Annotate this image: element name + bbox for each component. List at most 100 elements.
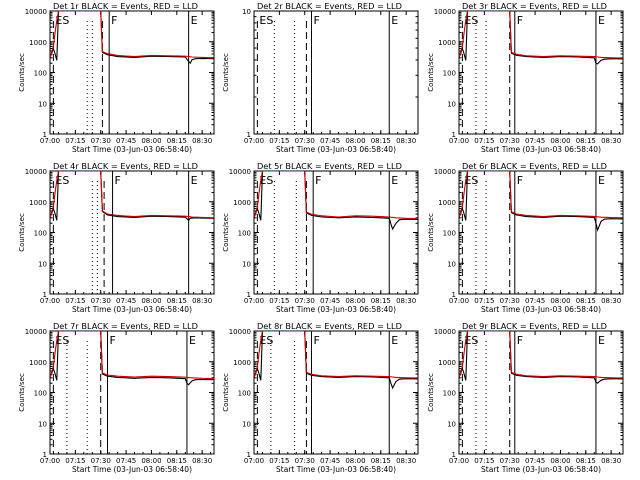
marker-label: ES [55, 334, 69, 347]
x-tick-label: 07:45 [525, 457, 545, 465]
x-tick-label: 07:15 [65, 297, 85, 305]
x-tick-label: 07:15 [65, 457, 85, 465]
x-axis-title: Start Time (03-Jun-03 06:58:40) [72, 145, 192, 154]
x-tick-label: 07:30 [91, 297, 111, 305]
y-tick-label: 10 [447, 260, 456, 268]
marker-label: F [517, 174, 523, 187]
marker-label: F [111, 14, 117, 27]
x-tick-label: 07:45 [525, 297, 545, 305]
marker-label: F [115, 174, 121, 187]
x-tick-label: 08:00 [345, 457, 365, 465]
x-tick-label: 08:00 [141, 137, 161, 145]
y-axis-title: Counts/sec [18, 213, 26, 252]
y-tick-label: 100 [443, 230, 456, 238]
x-tick-label: 07:00 [449, 137, 469, 145]
x-tick-label: 08:15 [576, 457, 596, 465]
y-tick-label: 1 [247, 451, 251, 459]
panel-title: Det 2r BLACK = Events, RED = LLD [257, 1, 402, 11]
det-panel-7: Det 7r BLACK = Events, RED = LLD 07:00 07:… [18, 321, 215, 474]
marker-label: F [313, 14, 319, 27]
x-tick-label: 07:00 [449, 457, 469, 465]
series-line-lld [254, 171, 418, 220]
marker-label: ES [259, 334, 273, 347]
plot-frame [49, 170, 215, 295]
plot-frame [458, 330, 624, 455]
x-tick-label: 08:30 [396, 297, 416, 305]
y-axis-title: Counts/sec [427, 213, 435, 252]
x-tick-label: 08:00 [345, 297, 365, 305]
x-tick-label: 07:00 [40, 137, 60, 145]
det-panel-8: Det 8r BLACK = Events, RED = LLD 07:00 07:… [222, 321, 419, 474]
det-panel-6: Det 6r BLACK = Events, RED = LLD 07:00 07:… [427, 161, 624, 314]
x-tick-label: 07:30 [500, 297, 520, 305]
x-tick-label: 07:30 [295, 137, 315, 145]
panel-title: Det 9r BLACK = Events, RED = LLD [462, 321, 607, 331]
y-tick-label: 1 [452, 451, 456, 459]
marker-label: E [598, 174, 605, 187]
y-axis-title: Counts/sec [18, 53, 26, 92]
x-axis-title: Start Time (03-Jun-03 06:58:40) [276, 465, 396, 474]
x-tick-label: 07:30 [91, 457, 111, 465]
marker-label: ES [55, 14, 69, 27]
x-tick-label: 07:15 [65, 137, 85, 145]
x-tick-label: 07:00 [449, 297, 469, 305]
y-tick-label: 1 [247, 131, 251, 139]
y-tick-label: 100 [443, 390, 456, 398]
y-tick-label: 10 [242, 420, 251, 428]
x-axis-title: Start Time (03-Jun-03 06:58:40) [72, 465, 192, 474]
series-line-lld [50, 331, 214, 380]
series-line-events [459, 171, 623, 232]
y-tick-label: 1000 [29, 359, 47, 367]
x-tick-label: 07:45 [320, 457, 340, 465]
det-panel-5: Det 5r BLACK = Events, RED = LLD 07:00 07:… [222, 161, 419, 314]
plot-frame [253, 170, 419, 295]
x-tick-label: 07:45 [525, 137, 545, 145]
x-tick-label: 08:00 [550, 137, 570, 145]
plot-frame [253, 330, 419, 455]
y-tick-label: 1000 [29, 199, 47, 207]
y-axis-title: Counts/sec [427, 373, 435, 412]
y-tick-label: 1 [452, 291, 456, 299]
x-tick-label: 08:30 [601, 457, 621, 465]
x-axis-title: Start Time (03-Jun-03 06:58:40) [276, 145, 396, 154]
marker-label: F [313, 334, 319, 347]
x-tick-label: 07:30 [295, 457, 315, 465]
y-axis-title: Counts/sec [222, 213, 230, 252]
x-tick-label: 08:30 [396, 457, 416, 465]
x-tick-label: 07:00 [244, 457, 264, 465]
marker-label: F [109, 334, 115, 347]
x-tick-label: 07:15 [474, 457, 494, 465]
det-panel-1: Det 1r BLACK = Events, RED = LLD 07:00 07:… [18, 1, 215, 154]
x-tick-label: 08:15 [576, 297, 596, 305]
marker-label: ES [55, 174, 69, 187]
y-tick-label: 1 [43, 131, 47, 139]
x-tick-label: 07:30 [91, 137, 111, 145]
y-axis-title: Counts/sec [427, 53, 435, 92]
x-tick-label: 08:00 [345, 137, 365, 145]
plot-frame [253, 10, 419, 135]
y-tick-label: 10000 [25, 168, 47, 176]
y-tick-label: 100 [443, 70, 456, 78]
y-tick-label: 10000 [434, 328, 456, 336]
y-tick-label: 1000 [233, 359, 251, 367]
series-line-lld [459, 11, 623, 59]
x-tick-label: 07:15 [269, 297, 289, 305]
marker-label: F [517, 334, 523, 347]
y-tick-label: 10000 [434, 168, 456, 176]
series-line-events [50, 11, 214, 65]
y-tick-label: 1000 [233, 199, 251, 207]
x-tick-label: 07:30 [500, 457, 520, 465]
panel-title: Det 3r BLACK = Events, RED = LLD [462, 1, 607, 11]
x-tick-label: 08:00 [550, 297, 570, 305]
series-line-lld [459, 331, 623, 379]
y-tick-label: 1000 [438, 199, 456, 207]
y-tick-label: 10 [242, 8, 251, 16]
plot-frame [458, 170, 624, 295]
series-line-lld [50, 11, 214, 59]
y-axis-title: Counts/sec [18, 373, 26, 412]
y-tick-label: 1000 [438, 359, 456, 367]
y-tick-label: 100 [34, 70, 47, 78]
x-tick-label: 08:15 [371, 457, 391, 465]
det-panel-9: Det 9r BLACK = Events, RED = LLD 07:00 07:… [427, 321, 624, 474]
marker-label: E [598, 14, 605, 27]
